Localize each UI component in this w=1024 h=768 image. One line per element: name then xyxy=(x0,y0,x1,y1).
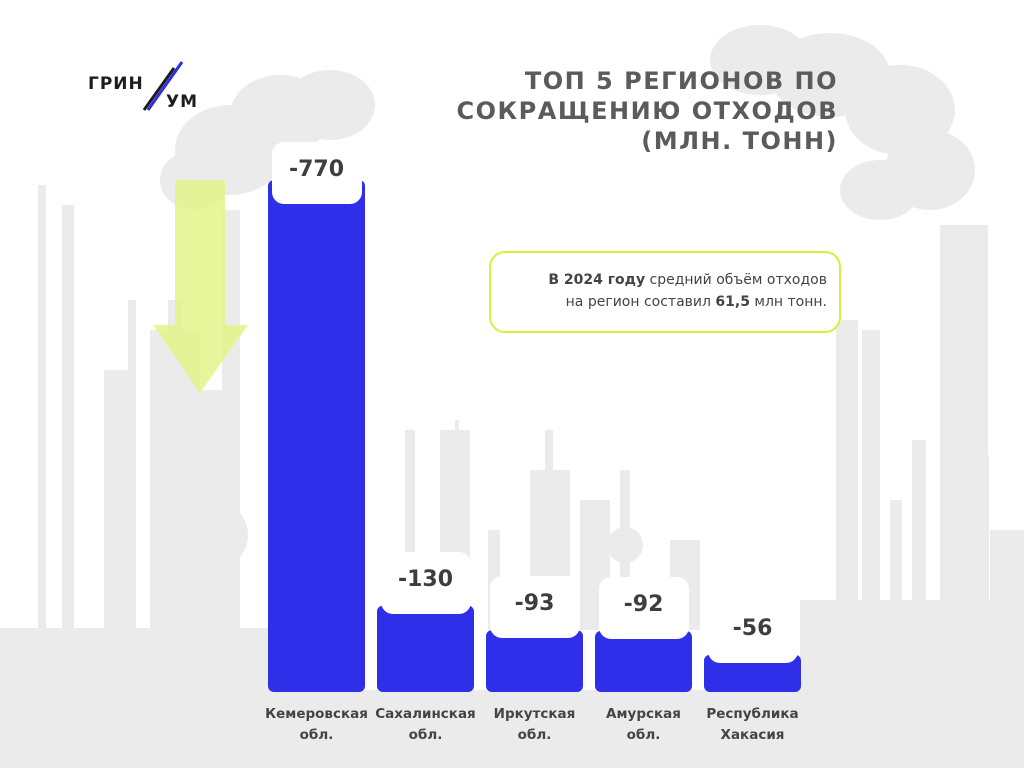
bar-4 xyxy=(704,654,801,692)
bar-1 xyxy=(377,605,474,692)
value-label-2: -93 xyxy=(489,576,580,639)
title-line-3: (МЛН. ТОНН) xyxy=(641,127,838,155)
note-line-1: В 2024 году средний объём отходов xyxy=(503,269,827,291)
category-label-3-line-0: Амурская xyxy=(606,706,681,722)
value-label-0: -770 xyxy=(271,142,362,204)
average-note: В 2024 году средний объём отходов на рег… xyxy=(489,251,841,333)
bar-2 xyxy=(486,630,583,692)
value-label-3: -92 xyxy=(598,576,689,639)
category-label-4-line-0: Республика xyxy=(706,706,799,722)
category-label-1: Сахалинская обл. xyxy=(361,704,491,746)
category-label-3-line-1: обл. xyxy=(626,727,661,743)
note-text-2: на регион составил xyxy=(565,294,716,310)
logo-text-bottom: УМ xyxy=(166,92,199,112)
category-label-2-line-0: Иркутская xyxy=(493,706,576,722)
greenum-logo: ГРИН УМ xyxy=(86,60,206,112)
category-label-2: Иркутская обл. xyxy=(470,704,600,746)
note-text-3: млн тонн. xyxy=(749,294,827,310)
category-label-1-line-0: Сахалинская xyxy=(375,706,476,722)
title-line-2: СОКРАЩЕНИЮ ОТХОДОВ xyxy=(456,97,838,125)
note-year: В 2024 году xyxy=(548,272,646,288)
chart-title: ТОП 5 РЕГИОНОВ ПО СОКРАЩЕНИЮ ОТХОДОВ (МЛ… xyxy=(378,66,838,156)
category-label-0-line-0: Кемеровская xyxy=(265,706,368,722)
bar-3 xyxy=(595,630,692,692)
down-arrow-icon xyxy=(153,180,248,393)
category-label-0-line-1: обл. xyxy=(299,727,334,743)
category-label-3: Амурская обл. xyxy=(579,704,709,746)
title-line-1: ТОП 5 РЕГИОНОВ ПО xyxy=(524,67,838,95)
note-text-1: средний объём отходов xyxy=(645,272,827,288)
logo-text-top: ГРИН xyxy=(88,74,144,94)
category-label-4: Республика Хакасия xyxy=(688,704,818,746)
category-label-1-line-1: обл. xyxy=(408,727,443,743)
note-value: 61,5 xyxy=(715,294,750,310)
category-label-2-line-1: обл. xyxy=(517,727,552,743)
bar-0 xyxy=(268,180,365,692)
value-label-1: -130 xyxy=(380,551,471,614)
category-label-4-line-1: Хакасия xyxy=(720,727,785,743)
note-line-2: на регион составил 61,5 млн тонн. xyxy=(503,291,827,313)
category-label-0: Кемеровская обл. xyxy=(252,704,382,746)
value-label-4: -56 xyxy=(707,600,798,663)
logo-slash-icon xyxy=(142,61,184,111)
